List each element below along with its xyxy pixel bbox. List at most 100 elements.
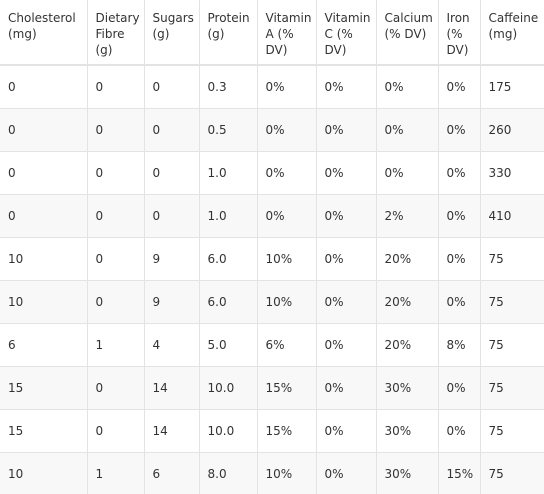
table-cell: 0% [257, 108, 317, 152]
header-text: Protein [207, 11, 250, 25]
table-cell: 10 [0, 452, 88, 494]
table-cell: 0% [438, 65, 481, 109]
table-cell: 0% [257, 194, 317, 238]
table-cell: 0% [316, 108, 377, 152]
table-cell: 1.0 [199, 151, 258, 195]
table-cell: 0 [144, 151, 200, 195]
table-cell: 10 [0, 237, 88, 281]
table-cell: 0 [0, 194, 88, 238]
table-cell: 0 [144, 194, 200, 238]
table-row: 10 0 9 6.0 10% 0% 20% 0% 75 [0, 237, 544, 281]
table-cell: 0 [0, 108, 88, 152]
table-cell: 6 [0, 323, 88, 367]
table-cell: 75 [480, 280, 544, 324]
table-cell: 0% [257, 151, 317, 195]
header-text: Sugars [152, 11, 194, 25]
table-cell: 0% [376, 108, 439, 152]
header-text: (g) [207, 27, 225, 41]
table-cell: 0 [87, 366, 145, 410]
table-cell: 0 [87, 151, 145, 195]
table-cell: 0.5 [199, 108, 258, 152]
table-cell: 0% [438, 237, 481, 281]
table-cell: 0 [87, 409, 145, 453]
table-cell: 2% [376, 194, 439, 238]
table-cell: 20% [376, 323, 439, 367]
header-text: Calcium [384, 11, 433, 25]
table-cell: 1 [87, 452, 145, 494]
table-cell: 75 [480, 409, 544, 453]
table-cell: 410 [480, 194, 544, 238]
table-row: 15 0 14 10.0 15% 0% 30% 0% 75 [0, 409, 544, 453]
header-text: (mg) [8, 27, 37, 41]
table-cell: 0% [438, 280, 481, 324]
table-cell: 15% [257, 409, 317, 453]
table-cell: 5.0 [199, 323, 258, 367]
header-text: (% DV) [384, 27, 427, 41]
column-header-sugars[interactable]: Sugars (g) [144, 0, 200, 66]
table-cell: 10% [257, 237, 317, 281]
header-text: (g) [152, 27, 170, 41]
column-header-calcium[interactable]: Calcium (% DV) [376, 0, 439, 66]
table-cell: 0% [316, 409, 377, 453]
table-cell: 0% [316, 323, 377, 367]
table-cell: 330 [480, 151, 544, 195]
header-text: Fibre [95, 27, 125, 41]
table-row: 6 1 4 5.0 6% 0% 20% 8% 75 [0, 323, 544, 367]
table-cell: 6.0 [199, 237, 258, 281]
header-text: (g) [95, 43, 113, 57]
table-row: 10 1 6 8.0 10% 0% 30% 15% 75 [0, 452, 544, 494]
table-cell: 0% [376, 151, 439, 195]
header-text: Iron [446, 11, 470, 25]
table-cell: 0% [316, 280, 377, 324]
column-header-caffeine[interactable]: Caffeine (mg) [480, 0, 544, 66]
table-cell: 8% [438, 323, 481, 367]
header-text: (mg) [488, 27, 518, 41]
header-text: DV) [265, 43, 288, 57]
table-cell: 0 [0, 151, 88, 195]
column-header-cholesterol[interactable]: Cholesterol (mg) [0, 0, 88, 66]
table-cell: 0 [87, 237, 145, 281]
column-header-iron[interactable]: Iron (% DV) [438, 0, 481, 66]
table-cell: 15% [438, 452, 481, 494]
header-text: Cholesterol [8, 11, 76, 25]
column-header-dietary-fibre[interactable]: Dietary Fibre (g) [87, 0, 145, 66]
table-row: 0 0 0 0.5 0% 0% 0% 0% 260 [0, 108, 544, 152]
table-cell: 15 [0, 366, 88, 410]
table-cell: 10 [0, 280, 88, 324]
table-cell: 20% [376, 237, 439, 281]
table-cell: 0 [87, 194, 145, 238]
table-cell: 0% [438, 194, 481, 238]
table-cell: 75 [480, 366, 544, 410]
table-cell: 6 [144, 452, 200, 494]
table-cell: 0% [316, 65, 377, 109]
table-cell: 4 [144, 323, 200, 367]
header-text: (% [446, 27, 463, 41]
table-cell: 14 [144, 409, 200, 453]
table-cell: 6.0 [199, 280, 258, 324]
table-cell: 0% [376, 65, 439, 109]
column-header-vitamin-c[interactable]: Vitamin C (% DV) [316, 0, 377, 66]
table-cell: 15 [0, 409, 88, 453]
table-cell: 20% [376, 280, 439, 324]
table-row: 0 0 0 1.0 0% 0% 0% 0% 330 [0, 151, 544, 195]
table-row: 0 0 0 0.3 0% 0% 0% 0% 175 [0, 65, 544, 109]
column-header-vitamin-a[interactable]: Vitamin A (% DV) [257, 0, 317, 66]
table-cell: 14 [144, 366, 200, 410]
table-header-row: Cholesterol (mg) Dietary Fibre (g) Sugar… [0, 0, 544, 66]
header-text: Caffeine [488, 11, 539, 25]
header-text: DV) [446, 43, 469, 57]
table-cell: 9 [144, 237, 200, 281]
header-text: A (% [265, 27, 294, 41]
table-cell: 30% [376, 452, 439, 494]
table-cell: 0 [144, 108, 200, 152]
table-cell: 0% [316, 452, 377, 494]
table-row: 15 0 14 10.0 15% 0% 30% 0% 75 [0, 366, 544, 410]
table-cell: 0 [87, 280, 145, 324]
table-row: 0 0 0 1.0 0% 0% 2% 0% 410 [0, 194, 544, 238]
table-cell: 0% [257, 65, 317, 109]
table-cell: 0% [316, 194, 377, 238]
column-header-protein[interactable]: Protein (g) [199, 0, 258, 66]
table-cell: 10% [257, 452, 317, 494]
